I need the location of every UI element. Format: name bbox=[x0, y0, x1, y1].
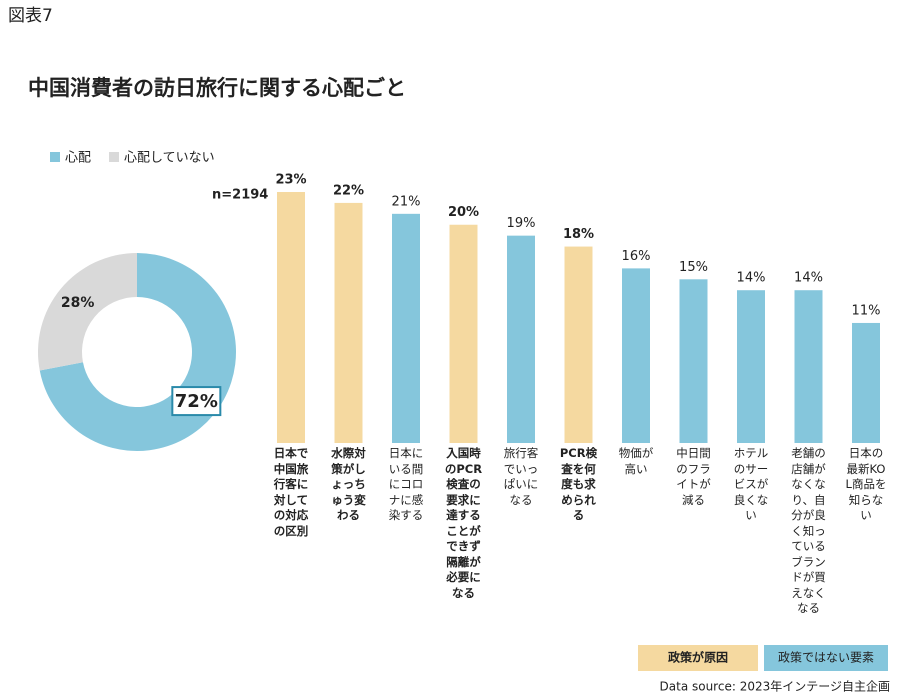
bar bbox=[679, 279, 708, 443]
legend-label: 心配 bbox=[65, 151, 91, 166]
x-tick-label: 水際対策がしょっちゅう変わる bbox=[331, 446, 366, 522]
x-tick-label: 老舗の店舗がなくなり、自分が良く知っているブランドが買えなくなる bbox=[791, 446, 826, 615]
x-tick-label: ホテルのサービスが良くない bbox=[733, 446, 769, 522]
bar bbox=[334, 202, 363, 443]
legend-swatch bbox=[109, 152, 120, 162]
x-tick-label: 物価が高い bbox=[618, 446, 654, 476]
x-tick-label: 入国時のPCR検査の要求に達することができず隔離が必要になる bbox=[444, 446, 483, 600]
sample-note: n=2194 bbox=[212, 188, 268, 203]
x-tick-label-box: PCR検査を何度も求められる bbox=[559, 446, 598, 522]
x-tick-label-box: 入国時のPCR検査の要求に達することができず隔離が必要になる bbox=[444, 446, 483, 600]
x-tick-label: PCR検査を何度も求められる bbox=[559, 446, 598, 522]
legend-swatch bbox=[764, 645, 888, 671]
value-label: 16% bbox=[622, 249, 651, 264]
x-tick-label-box: 旅行客でいっぱいになる bbox=[503, 446, 539, 507]
value-label-box bbox=[171, 386, 222, 417]
bar bbox=[277, 192, 305, 443]
source: Data source: 2023年インテージ自主企画 bbox=[660, 680, 890, 694]
bar bbox=[507, 235, 535, 443]
legend-label: 政策ではない要素 bbox=[778, 651, 874, 665]
x-tick-label: 日本の最新KOL商品を知らない bbox=[845, 446, 887, 522]
bar bbox=[622, 268, 650, 443]
value-label: 28% bbox=[61, 295, 95, 311]
donut-slice bbox=[37, 253, 137, 371]
x-tick-label: 旅行客でいっぱいになる bbox=[503, 446, 539, 507]
bar bbox=[737, 290, 765, 443]
x-tick-label-box: 物価が高い bbox=[618, 446, 654, 476]
x-tick-label: 日本にいる間にコロナに感染する bbox=[388, 446, 424, 522]
legend-label: 心配していない bbox=[124, 151, 215, 166]
legend-swatch bbox=[638, 645, 758, 671]
value-label: 18% bbox=[563, 227, 594, 242]
bar bbox=[449, 224, 478, 443]
x-tick-label-box: 老舗の店舗がなくなり、自分が良く知っているブランドが買えなくなる bbox=[791, 446, 826, 615]
value-label: 14% bbox=[737, 271, 766, 286]
bar bbox=[852, 322, 880, 443]
x-tick-label-box: 日本で中国旅行客に対しての対応の区別 bbox=[273, 446, 309, 538]
x-tick-label-box: 日本の最新KOL商品を知らない bbox=[845, 446, 887, 522]
value-label: 19% bbox=[507, 216, 536, 231]
chart-title: 中国消費者の訪日旅行に関する心配ごと bbox=[28, 76, 406, 100]
value-label: 23% bbox=[275, 173, 306, 188]
x-tick-label-box: 水際対策がしょっちゅう変わる bbox=[331, 446, 366, 522]
value-label: 11% bbox=[852, 303, 881, 318]
figure-label: 図表7 bbox=[8, 6, 53, 26]
x-tick-label-box: 日本にいる間にコロナに感染する bbox=[388, 446, 424, 522]
value-label: 20% bbox=[448, 205, 479, 220]
bar bbox=[564, 246, 593, 443]
value-label: 72% bbox=[175, 391, 218, 412]
bar bbox=[794, 290, 823, 443]
value-label: 22% bbox=[333, 183, 364, 198]
x-tick-label-box: 中日間のフライトが減る bbox=[676, 446, 711, 507]
legend-swatch bbox=[50, 152, 60, 162]
bar bbox=[392, 213, 420, 443]
x-tick-label: 中日間のフライトが減る bbox=[676, 446, 711, 507]
value-label: 15% bbox=[679, 260, 708, 275]
x-tick-label-box: ホテルのサービスが良くない bbox=[733, 446, 769, 522]
value-label: 21% bbox=[392, 194, 421, 209]
x-tick-label: 日本で中国旅行客に対しての対応の区別 bbox=[273, 446, 309, 538]
legend-label: 政策が原因 bbox=[668, 650, 728, 665]
value-label: 14% bbox=[794, 271, 823, 286]
